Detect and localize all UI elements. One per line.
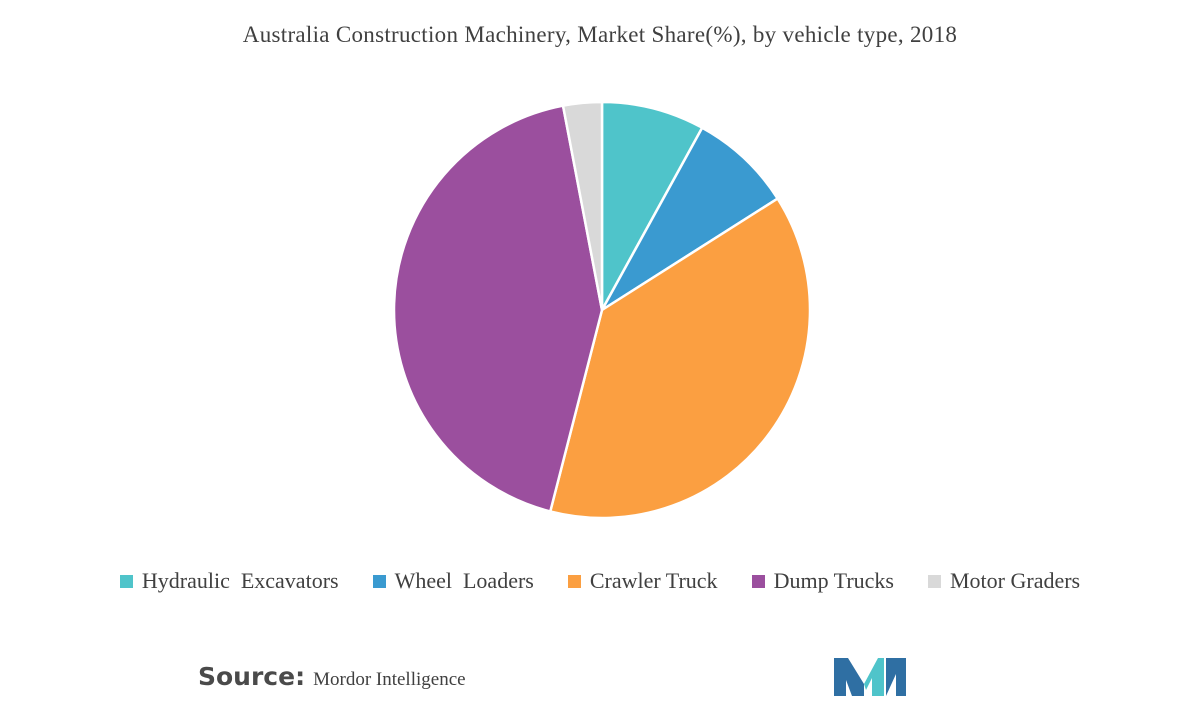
legend-swatch xyxy=(751,574,765,588)
legend-item: Hydraulic Excavators xyxy=(119,568,339,594)
pie-slice-hydraulic-excavators xyxy=(600,100,704,311)
pie-slice-dump-trucks xyxy=(392,104,604,513)
mordor-intelligence-logo-icon xyxy=(834,658,906,696)
legend-item: Motor Graders xyxy=(927,568,1081,594)
source-value: Mordor Intelligence xyxy=(313,669,466,690)
legend-item: Dump Trucks xyxy=(751,568,894,594)
legend-swatch xyxy=(119,574,133,588)
legend-label: Hydraulic Excavators xyxy=(141,568,339,593)
pie-slice-crawler-truck xyxy=(548,196,812,520)
pie-slice-motor-graders xyxy=(561,100,604,311)
legend-swatch xyxy=(372,574,386,588)
legend-swatch xyxy=(567,574,581,588)
legend-item: Crawler Truck xyxy=(567,568,718,594)
legend-label: Motor Graders xyxy=(949,568,1081,593)
legend-swatch xyxy=(927,574,941,588)
logo-shape-left xyxy=(834,658,864,696)
pie-slice-wheel-loaders xyxy=(600,126,780,312)
legend-label: Wheel Loaders xyxy=(394,568,534,593)
legend-item: Wheel Loaders xyxy=(372,568,534,594)
pie-chart xyxy=(392,100,812,520)
legend-label: Dump Trucks xyxy=(773,568,894,593)
chart-legend: Hydraulic Excavators Wheel Loaders Crawler… xyxy=(0,568,1200,594)
chart-title: Australia Construction Machinery, Market… xyxy=(242,22,958,47)
legend-label: Crawler Truck xyxy=(589,568,718,593)
source-attribution: Source: Mordor Intelligence xyxy=(198,662,466,691)
source-label: Source: xyxy=(198,662,306,691)
logo-shape-right xyxy=(886,658,906,696)
logo-shape-mid xyxy=(864,658,884,696)
